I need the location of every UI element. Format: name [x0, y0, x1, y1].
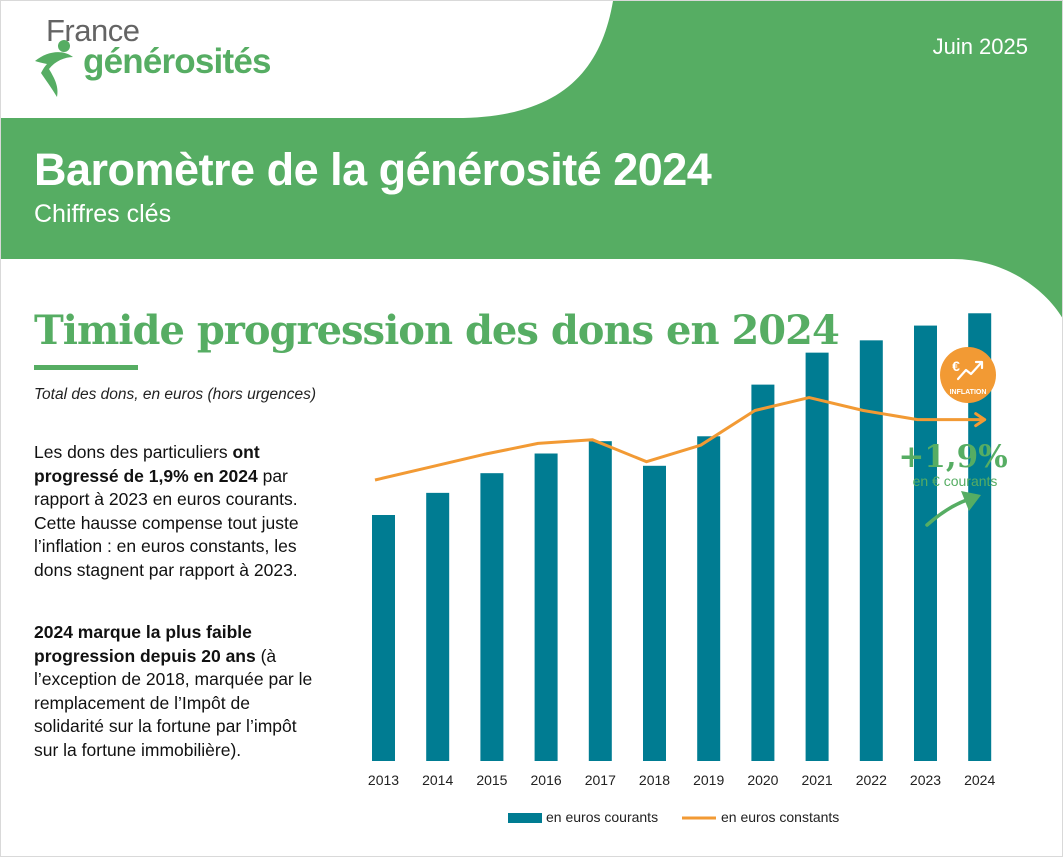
p1-run-0: Les dons des particuliers: [34, 442, 233, 462]
bar-2017: [588, 441, 612, 761]
p2-run-0: 2024 marque la plus faible progression d…: [34, 622, 256, 666]
green-header-band: [1, 1, 1062, 318]
x-tick-2014: 2014: [422, 772, 453, 788]
logo-swoosh-icon: [35, 40, 73, 97]
paragraph-lowest-progression: 2024 marque la plus faible progression d…: [34, 621, 324, 762]
growth-arrowhead-icon: [961, 491, 981, 511]
bar-2016: [534, 453, 558, 761]
page-subtitle: Chiffres clés: [34, 200, 172, 228]
section-title-underline: [34, 365, 138, 370]
paragraph-progression: Les dons des particuliers ont progressé …: [34, 441, 324, 582]
x-tick-2013: 2013: [368, 772, 399, 788]
legend-label-courants: en euros courants: [546, 809, 658, 825]
x-tick-2018: 2018: [639, 772, 670, 788]
line-en-euros-constants: [374, 396, 984, 482]
x-tick-2023: 2023: [910, 772, 941, 788]
bar-2018: [643, 465, 666, 761]
x-tick-2016: 2016: [531, 772, 562, 788]
bar-2015: [480, 473, 504, 761]
publication-date: Juin 2025: [932, 34, 1028, 59]
growth-annotation-value: +1,9%: [898, 439, 1007, 475]
france-generosites-logo: France générosités: [33, 11, 333, 101]
inflation-badge-label: INFLATION: [950, 389, 987, 396]
logo-text-france: France: [46, 13, 140, 48]
page-title: Baromètre de la générosité 2024: [34, 144, 712, 195]
x-tick-2024: 2024: [964, 772, 995, 788]
bar-2013: [372, 515, 395, 761]
bar-2014: [426, 492, 450, 761]
chart-caption: Total des dons, en euros (hors urgences): [34, 386, 317, 403]
legend-label-constants: en euros constants: [721, 809, 839, 825]
x-tick-2015: 2015: [476, 772, 507, 788]
p1-run-2: par rapport à 2023 en euros courants. Ce…: [34, 465, 299, 580]
bar-2020: [751, 384, 775, 761]
x-tick-2019: 2019: [693, 772, 724, 788]
bar-2024: [968, 313, 992, 761]
x-tick-2020: 2020: [747, 772, 778, 788]
bar-2022: [859, 340, 883, 761]
x-tick-2017: 2017: [585, 772, 616, 788]
bar-2021: [805, 352, 829, 761]
inflation-trend-icon: [956, 361, 983, 381]
legend-swatch-courants: [508, 813, 542, 823]
growth-annotation-label: en € courants: [913, 473, 998, 489]
bar-2019: [697, 436, 721, 761]
bar-2023: [914, 325, 937, 761]
line-arrowhead-icon: [974, 412, 987, 428]
x-tick-2022: 2022: [856, 772, 887, 788]
x-tick-2021: 2021: [802, 772, 833, 788]
inflation-badge-euro-icon: €: [952, 358, 960, 374]
logo-text-generosites: générosités: [83, 42, 271, 81]
section-title: Timide progression des dons en 2024: [34, 307, 840, 354]
p2-run-1: (à l’exception de 2018, marquée par le r…: [34, 645, 313, 760]
inflation-trend-arrowhead-icon: [974, 360, 984, 370]
p1-run-1: ont progressé de 1,9% en 2024: [34, 442, 260, 486]
